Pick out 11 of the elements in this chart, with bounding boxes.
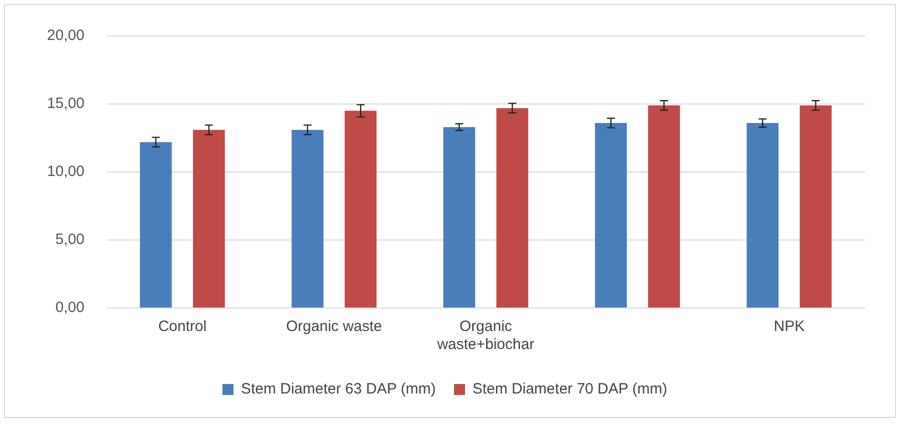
legend-label: Stem Diameter 63 DAP (mm) (240, 380, 436, 398)
x-tick-label: NPK (774, 318, 805, 336)
y-tick-label: 10,00 (46, 163, 85, 180)
x-tick-label: Control (158, 318, 207, 336)
legend-label: Stem Diameter 70 DAP (mm) (472, 380, 668, 398)
y-tick-label: 20,00 (46, 27, 85, 44)
x-tick-label: Organic waste+biochar (436, 318, 534, 354)
y-tick-label: 15,00 (46, 95, 85, 112)
y-tick-label: 0,00 (55, 299, 85, 316)
x-tick-label: Organic waste (286, 318, 382, 336)
y-tick-label: 5,00 (55, 231, 85, 248)
